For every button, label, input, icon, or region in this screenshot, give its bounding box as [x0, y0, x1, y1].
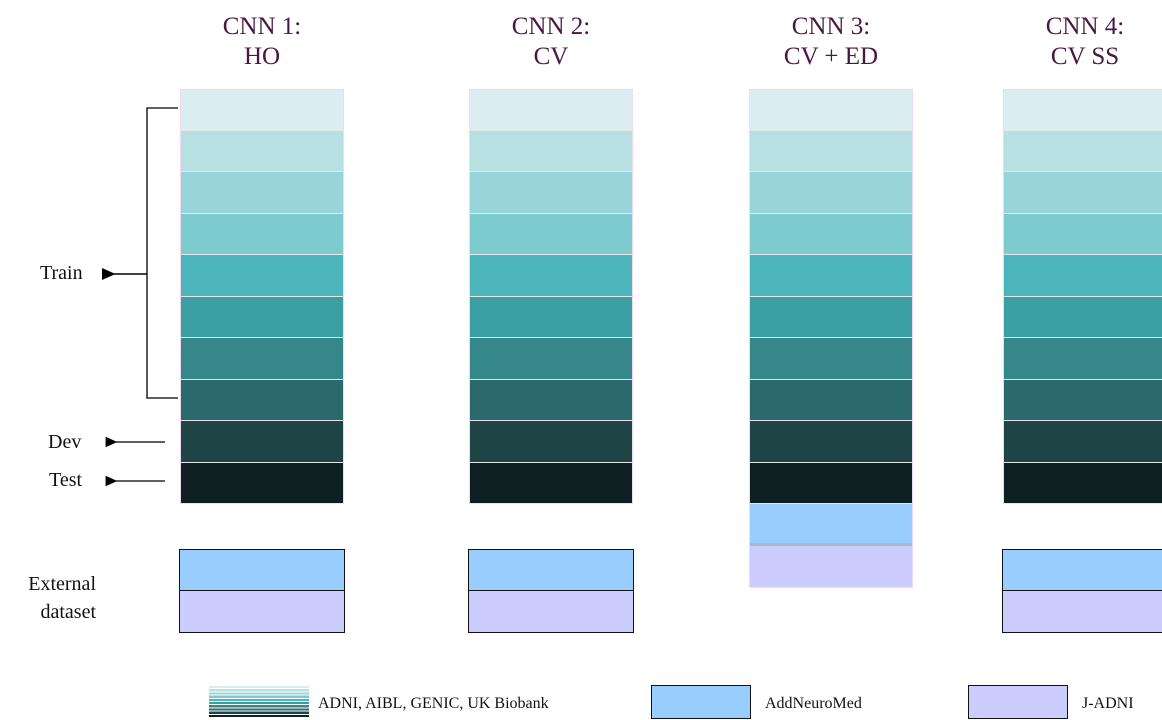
data-segment [470, 379, 632, 421]
data-segment [1004, 462, 1162, 504]
jadni-block [750, 545, 912, 588]
jadni-block [468, 591, 634, 633]
legend-label-3: J-ADNI [1082, 695, 1134, 712]
column-title-line1: CNN 2: [511, 13, 591, 40]
jadni-block [1002, 591, 1162, 633]
external-dataset-1 [179, 549, 345, 633]
column-title-line1: CNN 3: [791, 13, 871, 40]
data-segment [1004, 213, 1162, 255]
data-segment [750, 379, 912, 421]
external-dataset-2 [468, 549, 634, 633]
data-segment [470, 338, 632, 380]
data-segment [181, 89, 343, 131]
data-segment [470, 89, 632, 131]
data-segment [470, 296, 632, 338]
legend-label-2: AddNeuroMed [765, 695, 862, 712]
data-segment [750, 213, 912, 255]
legend-label-1: ADNI, AIBL, GENIC, UK Biobank [318, 695, 549, 712]
external-label-line2: dataset [40, 601, 96, 623]
data-segment [1004, 296, 1162, 338]
data-segment [181, 296, 343, 338]
addneuromed-block [468, 549, 634, 591]
data-segment [181, 379, 343, 421]
column-title-1: CNN 1: HO [162, 12, 362, 72]
dev-label: Dev [48, 431, 82, 453]
train-label: Train [40, 262, 83, 284]
data-segment [181, 255, 343, 297]
legend-gradient-swatch [209, 685, 309, 717]
external-label-line1: External [28, 573, 96, 595]
data-segment [470, 255, 632, 297]
addneuromed-block [1002, 549, 1162, 591]
column-title-line2: CV + ED [783, 43, 879, 70]
data-segment [1004, 89, 1162, 131]
data-segment [1004, 338, 1162, 380]
data-segment [750, 338, 912, 380]
data-segment [1004, 255, 1162, 297]
data-segment [1004, 130, 1162, 172]
column-title-4: CNN 4: CV SS [985, 12, 1162, 72]
column-title-line1: CNN 4: [1045, 13, 1125, 40]
data-segment [470, 462, 632, 504]
data-segment [1004, 421, 1162, 463]
column-title-line2: CV SS [1050, 43, 1120, 70]
data-segment [470, 421, 632, 463]
legend-jadni-swatch [968, 685, 1068, 719]
data-segment [181, 421, 343, 463]
data-segment [181, 462, 343, 504]
legend-addneuromed-swatch [651, 685, 751, 719]
column-title-3: CNN 3: CV + ED [731, 12, 931, 72]
data-segment [181, 213, 343, 255]
data-segment [181, 172, 343, 214]
addneuromed-block [750, 504, 912, 546]
column-stack-3 [749, 89, 913, 588]
data-segment [750, 421, 912, 463]
column-stack-2 [469, 89, 633, 504]
external-dataset-4 [1002, 549, 1162, 633]
data-segment [181, 338, 343, 380]
data-segment [750, 296, 912, 338]
data-segment [750, 462, 912, 504]
external-dataset-label: External dataset [10, 570, 96, 626]
data-segment [750, 130, 912, 172]
data-segment [750, 172, 912, 214]
test-label: Test [49, 469, 83, 491]
data-segment [750, 255, 912, 297]
jadni-block [179, 591, 345, 633]
data-segment [181, 130, 343, 172]
column-stack-4 [1003, 89, 1162, 504]
data-segment [470, 130, 632, 172]
data-segment [750, 89, 912, 131]
column-title-2: CNN 2: CV [451, 12, 651, 72]
column-title-line1: CNN 1: [222, 13, 302, 40]
column-title-line2: CV [533, 43, 569, 70]
data-segment [470, 213, 632, 255]
data-segment [1004, 172, 1162, 214]
column-title-line2: HO [243, 43, 281, 70]
data-segment [1004, 379, 1162, 421]
addneuromed-block [179, 549, 345, 591]
column-stack-1 [180, 89, 344, 504]
data-segment [470, 172, 632, 214]
train-bracket [146, 107, 178, 399]
